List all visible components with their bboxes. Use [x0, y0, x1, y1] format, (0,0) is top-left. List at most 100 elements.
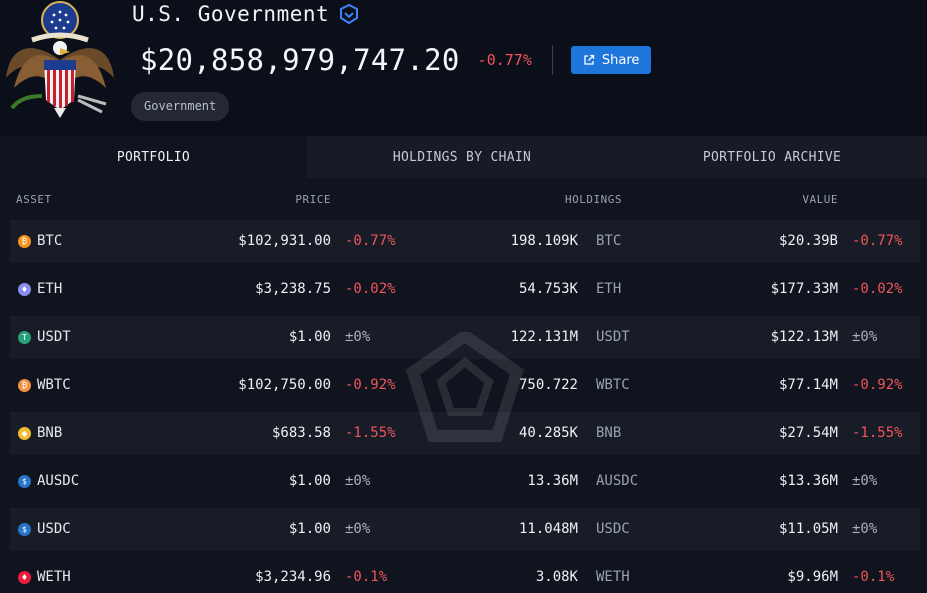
- holdings-unit: BTC: [596, 233, 622, 249]
- usdc-icon: $: [18, 523, 31, 536]
- price-cell: $102,931.00: [238, 233, 331, 249]
- price-change: ±0%: [345, 329, 371, 345]
- table-row[interactable]: $ AUSDC $1.00 ±0% 13.36M AUSDC $13.36M ±0%: [10, 460, 920, 503]
- holdings-unit: USDT: [596, 329, 630, 345]
- entity-tag[interactable]: Government: [131, 92, 230, 121]
- value-change: ±0%: [852, 521, 878, 537]
- share-label: Share: [601, 52, 640, 68]
- price-change: -0.02%: [345, 281, 396, 297]
- value-change: -1.55%: [852, 425, 903, 441]
- weth-icon: ♦: [18, 571, 31, 584]
- holdings-cell: 40.285K: [518, 425, 578, 441]
- holdings-unit: ETH: [596, 281, 622, 297]
- asset-cell[interactable]: T USDT: [18, 316, 71, 359]
- value-change: -0.92%: [852, 377, 903, 393]
- asset-cell[interactable]: ♦ WETH: [18, 556, 71, 593]
- entity-title: U.S. Government: [132, 2, 359, 26]
- value-cell: $9.96M: [787, 569, 838, 585]
- price-cell: $1.00: [288, 329, 331, 345]
- bnb-icon: ◆: [18, 427, 31, 440]
- asset-symbol: AUSDC: [37, 473, 80, 489]
- value-change: -0.02%: [852, 281, 903, 297]
- table-row[interactable]: ◆ BNB $683.58 -1.55% 40.285K BNB $27.54M -1.55%: [10, 412, 920, 455]
- value-cell: $177.33M: [770, 281, 838, 297]
- holdings-cell: 122.131M: [510, 329, 578, 345]
- price-change: -0.77%: [345, 233, 396, 249]
- value-cell: $77.14M: [778, 377, 838, 393]
- asset-symbol: USDT: [37, 329, 71, 345]
- share-icon: [584, 54, 595, 65]
- value-cell: $11.05M: [778, 521, 838, 537]
- asset-symbol: ETH: [37, 281, 63, 297]
- holdings-unit: USDC: [596, 521, 630, 537]
- price-change: -0.92%: [345, 377, 396, 393]
- holdings-cell: 13.36M: [527, 473, 578, 489]
- entity-header: U.S. Government $20,858,979,747.20 -0.77…: [0, 0, 927, 136]
- asset-cell[interactable]: ₿ BTC: [18, 220, 62, 263]
- asset-symbol: BNB: [37, 425, 63, 441]
- table-row[interactable]: ₿ BTC $102,931.00 -0.77% 198.109K BTC $20.39B -…: [10, 220, 920, 263]
- holdings-unit: AUSDC: [596, 473, 639, 489]
- asset-cell[interactable]: $ USDC: [18, 508, 71, 551]
- table-row[interactable]: ♦ ETH $3,238.75 -0.02% 54.753K ETH $177.33M -0.…: [10, 268, 920, 311]
- ethereum-icon: ♦: [18, 283, 31, 296]
- header-value[interactable]: VALUE: [802, 193, 838, 206]
- asset-cell[interactable]: ₿ WBTC: [18, 364, 71, 407]
- price-cell: $3,234.96: [255, 569, 331, 585]
- price-cell: $1.00: [288, 521, 331, 537]
- total-change: -0.77%: [477, 51, 532, 69]
- aave-usdc-icon: $: [18, 475, 31, 488]
- tab-holdings-by-chain[interactable]: HOLDINGS BY CHAIN: [392, 149, 532, 165]
- tab-portfolio[interactable]: PORTFOLIO: [0, 136, 307, 178]
- bitcoin-icon: ₿: [18, 235, 31, 248]
- asset-cell[interactable]: ♦ ETH: [18, 268, 62, 311]
- price-change: ±0%: [345, 521, 371, 537]
- price-cell: $1.00: [288, 473, 331, 489]
- asset-symbol: WETH: [37, 569, 71, 585]
- portfolio-table: ASSET PRICE HOLDINGS VALUE ₿ BTC $102,931.…: [0, 178, 927, 593]
- price-change: -0.1%: [345, 569, 388, 585]
- table-row[interactable]: $ USDC $1.00 ±0% 11.048M USDC $11.05M ±0%: [10, 508, 920, 551]
- holdings-cell: 54.753K: [518, 281, 578, 297]
- asset-cell[interactable]: ◆ BNB: [18, 412, 62, 455]
- value-change: -0.77%: [852, 233, 903, 249]
- value-cell: $122.13M: [770, 329, 838, 345]
- table-row[interactable]: ♦ WETH $3,234.96 -0.1% 3.08K WETH $9.96M -0.1%: [10, 556, 920, 593]
- holdings-cell: 750.722: [518, 377, 578, 393]
- holdings-unit: WETH: [596, 569, 630, 585]
- price-cell: $3,238.75: [255, 281, 331, 297]
- value-cell: $13.36M: [778, 473, 838, 489]
- divider: [551, 45, 553, 75]
- header-price[interactable]: PRICE: [295, 193, 331, 206]
- header-holdings[interactable]: HOLDINGS: [565, 193, 622, 206]
- holdings-cell: 3.08K: [535, 569, 578, 585]
- table-row[interactable]: ₿ WBTC $102,750.00 -0.92% 750.722 WBTC $77.14M…: [10, 364, 920, 407]
- tab-portfolio-archive[interactable]: PORTFOLIO ARCHIVE: [702, 149, 842, 165]
- share-button[interactable]: Share: [570, 46, 652, 74]
- asset-symbol: BTC: [37, 233, 63, 249]
- arkham-watermark-icon: [405, 332, 525, 442]
- verified-badge-icon: [340, 4, 359, 24]
- us-seal-logo: [6, 1, 114, 118]
- value-cell: $27.54M: [778, 425, 838, 441]
- table-header: ASSET PRICE HOLDINGS VALUE: [0, 178, 927, 220]
- header-asset[interactable]: ASSET: [16, 193, 52, 206]
- value-change: ±0%: [852, 473, 878, 489]
- table-row[interactable]: T USDT $1.00 ±0% 122.131M USDT $122.13M ±0%: [10, 316, 920, 359]
- holdings-unit: WBTC: [596, 377, 630, 393]
- asset-symbol: WBTC: [37, 377, 71, 393]
- asset-cell[interactable]: $ AUSDC: [18, 460, 79, 503]
- asset-symbol: USDC: [37, 521, 71, 537]
- price-change: -1.55%: [345, 425, 396, 441]
- total-value-row: $20,858,979,747.20 -0.77% Share: [140, 40, 652, 80]
- value-change: -0.1%: [852, 569, 895, 585]
- holdings-cell: 11.048M: [518, 521, 578, 537]
- price-change: ±0%: [345, 473, 371, 489]
- tab-bar: PORTFOLIO HOLDINGS BY CHAIN PORTFOLIO AR…: [0, 136, 927, 178]
- price-cell: $102,750.00: [238, 377, 331, 393]
- total-portfolio-value: $20,858,979,747.20: [140, 43, 460, 77]
- value-cell: $20.39B: [778, 233, 838, 249]
- holdings-cell: 198.109K: [510, 233, 578, 249]
- holdings-unit: BNB: [596, 425, 622, 441]
- tether-icon: T: [18, 331, 31, 344]
